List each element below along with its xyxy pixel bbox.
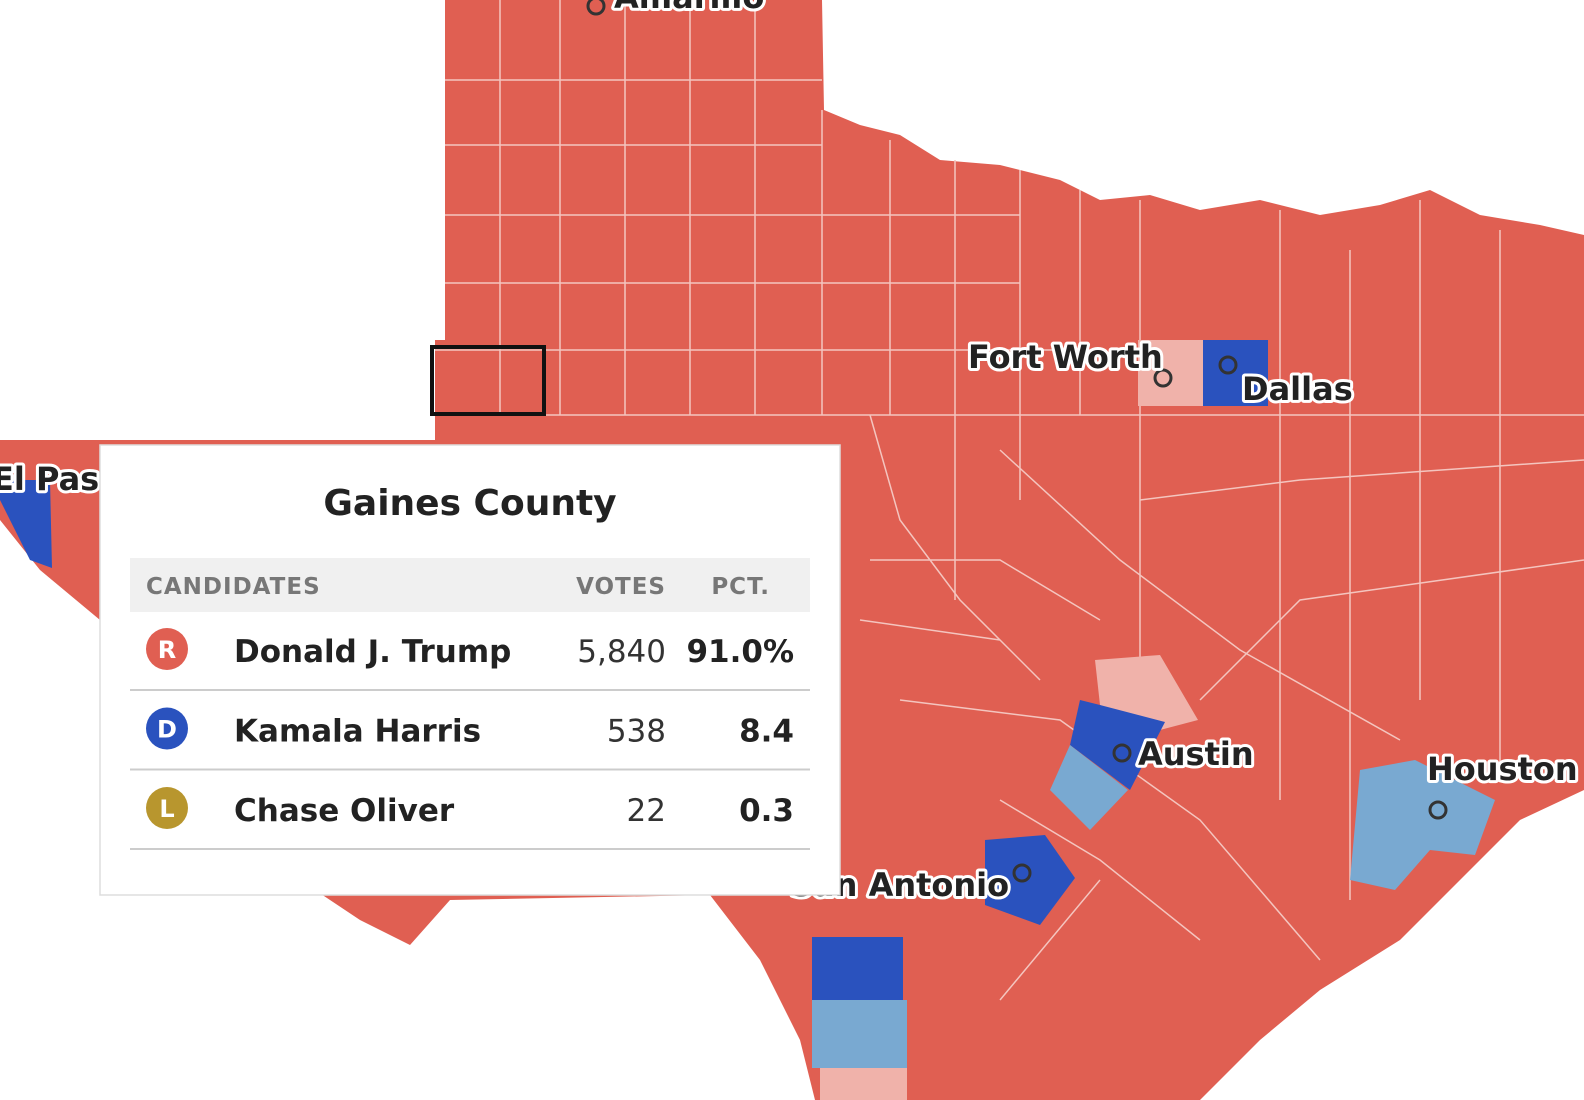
party-letter: L xyxy=(159,795,174,823)
city-label: Austin xyxy=(1138,735,1254,773)
hays-county xyxy=(1050,745,1128,830)
tooltip-box xyxy=(99,444,841,896)
county xyxy=(820,1068,907,1100)
header: VOTES xyxy=(576,574,666,600)
tooltip-title: Gaines County xyxy=(323,483,616,524)
city-label: Houston xyxy=(1427,750,1578,788)
el-paso-county xyxy=(0,480,52,568)
votes: 538 xyxy=(607,714,666,750)
votes: 5,840 xyxy=(577,634,666,670)
selected-county[interactable] xyxy=(430,345,546,416)
bexar-county xyxy=(985,835,1075,925)
party-letter: R xyxy=(158,636,176,664)
votes: 22 xyxy=(627,793,666,829)
percent: 91.0% xyxy=(686,634,794,670)
city-dot xyxy=(1218,355,1238,375)
city-dot xyxy=(1153,368,1173,388)
candidate-name: Kamala Harris xyxy=(234,714,481,750)
candidate-name: Donald J. Trump xyxy=(234,634,511,670)
header: CANDIDATES xyxy=(146,574,321,600)
city-dot xyxy=(1428,800,1448,820)
party-badge xyxy=(146,787,188,829)
table-rows: R Donald J. Trump 5,840 91.0% D Kamala Harris… xyxy=(130,628,810,850)
header: PCT. xyxy=(711,574,770,600)
percent: 0.3 xyxy=(739,793,794,829)
party-badge xyxy=(146,628,188,670)
candidate-name: Chase Oliver xyxy=(234,793,455,829)
harris-county xyxy=(1350,760,1495,890)
table-header xyxy=(130,558,810,612)
city-label: Fort Worth xyxy=(968,338,1163,376)
city-label: Dallas xyxy=(1242,370,1353,408)
percent: 8.4 xyxy=(739,714,794,750)
city-label: Amarillo xyxy=(614,0,764,16)
county xyxy=(812,937,903,1000)
city-dot xyxy=(1112,743,1132,763)
dallas-county xyxy=(1203,340,1268,406)
city-dot xyxy=(1012,863,1032,883)
party-badge xyxy=(146,707,188,750)
tooltip: Gaines County CANDIDATES VOTES PCT. R Don… xyxy=(99,444,841,896)
city-dot xyxy=(586,0,606,16)
county xyxy=(812,1000,907,1068)
party-letter: D xyxy=(157,716,177,744)
